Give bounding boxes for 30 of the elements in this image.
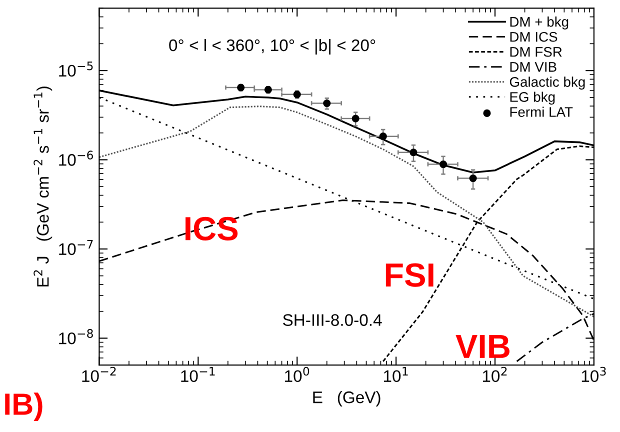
point [323,99,331,108]
legend-label: DM FSR [510,46,562,57]
x-tick-label: 10$^{1}$ [384,366,408,382]
annotation: 0° < l < 360°, 10° < |b| < 20° [169,38,376,55]
y-tick-label: 10$^{−6}$ [59,150,93,166]
point [410,148,418,156]
point [439,160,448,168]
x-axis-title: E (GeV) [313,390,380,407]
point [469,174,477,182]
x-tick-label: 10$^{−2}$ [82,366,116,382]
legend-label: DM ICS [510,32,558,42]
legend-label: EG bkg [510,92,555,105]
x-tick-label: 10$^{3}$ [582,366,606,382]
point [352,114,360,122]
y-tick-label: 10$^{−7}$ [59,240,93,256]
text: E$^{2}$ J (GeV cm$^{−2}$ s$^{−1}$ sr$^{−1}$) [34,86,52,286]
annotation: SH-III-8.0-0.4 [283,314,382,326]
annotation: VIB [456,334,510,358]
x-tick-label: 10$^{2}$ [482,366,507,382]
x-tick-label: 10$^{−1}$ [181,366,215,382]
annotation: ICS [186,216,238,240]
legend-label: Fermi LAT [510,106,573,117]
x-tick-label: 10$^{0}$ [285,366,310,382]
annotation: FSI [386,263,434,287]
text: IB) [5,392,42,422]
y-tick-label: 10$^{−8}$ [59,329,93,344]
y-tick-label: 10$^{−5}$ [59,62,93,77]
legend-label: DM VIB [510,62,556,72]
legend-label: DM + bkg [510,16,568,30]
legend-label: Galactic bkg [510,76,585,90]
